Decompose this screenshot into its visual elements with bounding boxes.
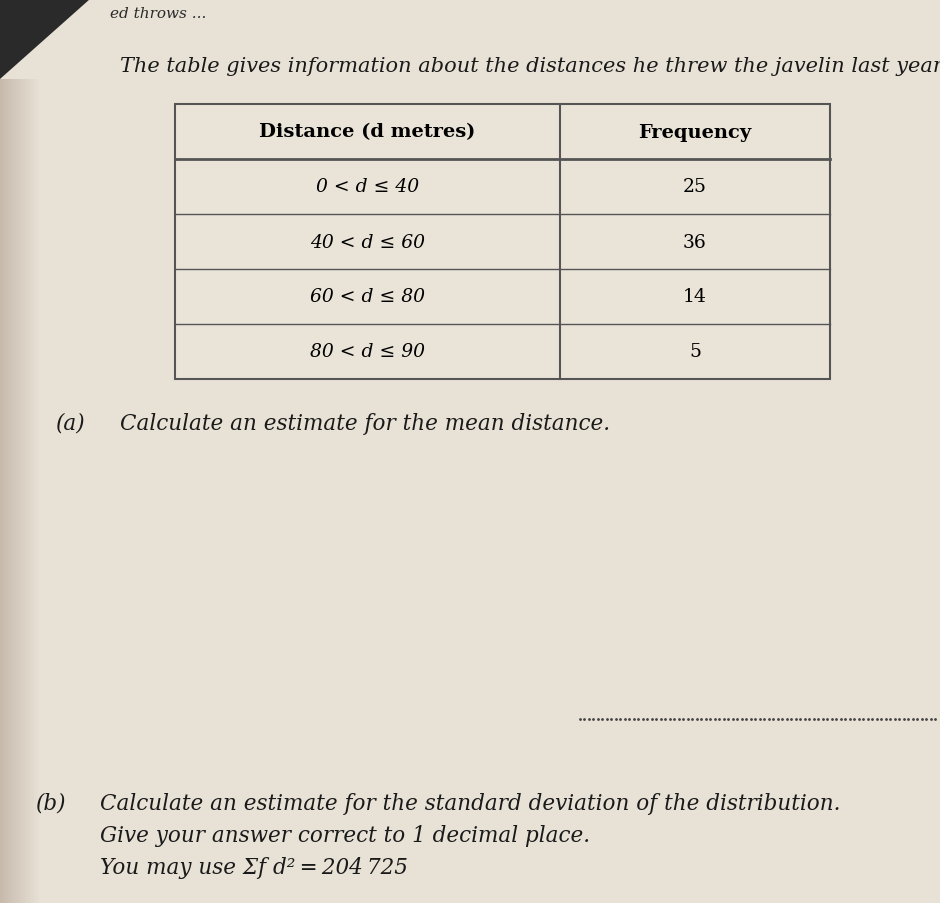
Bar xyxy=(11,79,12,903)
Text: Distance (d metres): Distance (d metres) xyxy=(259,124,476,142)
Bar xyxy=(35,79,36,903)
Bar xyxy=(16,79,17,903)
Bar xyxy=(22,79,23,903)
Bar xyxy=(37,79,38,903)
Bar xyxy=(2,79,3,903)
Bar xyxy=(33,79,34,903)
Text: Calculate an estimate for the mean distance.: Calculate an estimate for the mean dista… xyxy=(120,413,610,434)
Bar xyxy=(39,79,40,903)
Bar xyxy=(6,79,7,903)
Bar xyxy=(27,79,28,903)
Bar xyxy=(12,79,13,903)
Bar xyxy=(21,79,22,903)
Bar xyxy=(34,79,35,903)
Text: Frequency: Frequency xyxy=(638,124,752,142)
Text: 0 < d ≤ 40: 0 < d ≤ 40 xyxy=(316,178,419,196)
Bar xyxy=(29,79,30,903)
Text: 36: 36 xyxy=(683,233,707,251)
Text: (a): (a) xyxy=(55,413,85,434)
Bar xyxy=(36,79,37,903)
Bar xyxy=(30,79,31,903)
Text: 80 < d ≤ 90: 80 < d ≤ 90 xyxy=(310,343,425,361)
Text: (b): (b) xyxy=(35,792,66,815)
Bar xyxy=(17,79,18,903)
Text: You may use Σf d² = 204 725: You may use Σf d² = 204 725 xyxy=(100,856,408,878)
Bar xyxy=(4,79,5,903)
Bar xyxy=(24,79,25,903)
Bar xyxy=(3,79,4,903)
Bar xyxy=(15,79,16,903)
Bar xyxy=(175,105,830,379)
Bar xyxy=(8,79,9,903)
Bar xyxy=(38,79,39,903)
Bar xyxy=(10,79,11,903)
Bar xyxy=(28,79,29,903)
Text: Give your answer correct to 1 decimal place.: Give your answer correct to 1 decimal pl… xyxy=(100,824,590,846)
Text: Calculate an estimate for the standard deviation of the distribution.: Calculate an estimate for the standard d… xyxy=(100,792,840,815)
Bar xyxy=(5,79,6,903)
Polygon shape xyxy=(0,0,90,79)
Text: The table gives information about the distances he threw the javelin last year,: The table gives information about the di… xyxy=(120,57,940,76)
Bar xyxy=(25,79,26,903)
Bar xyxy=(31,79,32,903)
Bar xyxy=(14,79,15,903)
Text: ed throws ...: ed throws ... xyxy=(110,7,207,21)
Bar xyxy=(0,79,1,903)
Text: 5: 5 xyxy=(689,343,701,361)
Bar xyxy=(20,79,21,903)
Bar xyxy=(23,79,24,903)
Bar xyxy=(26,79,27,903)
Bar xyxy=(13,79,14,903)
Bar xyxy=(19,79,20,903)
Bar xyxy=(9,79,10,903)
Bar xyxy=(32,79,33,903)
Text: 25: 25 xyxy=(683,178,707,196)
Text: 14: 14 xyxy=(683,288,707,306)
Bar xyxy=(18,79,19,903)
Bar xyxy=(1,79,2,903)
Text: 60 < d ≤ 80: 60 < d ≤ 80 xyxy=(310,288,425,306)
Bar xyxy=(7,79,8,903)
Text: 40 < d ≤ 60: 40 < d ≤ 60 xyxy=(310,233,425,251)
